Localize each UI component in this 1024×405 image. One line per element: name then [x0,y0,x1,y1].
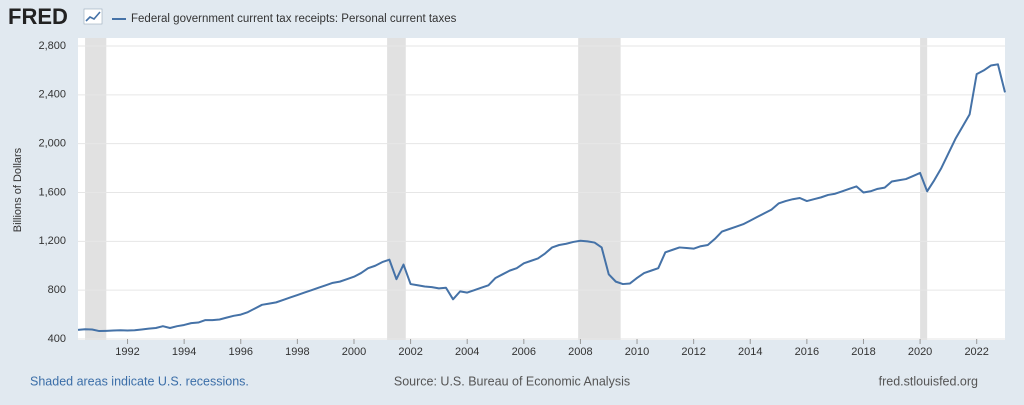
y-tick-label: 800 [48,284,66,296]
recession-band [85,38,107,340]
x-tick-label: 2004 [455,346,479,358]
y-tick-label: 1,600 [38,186,66,198]
x-tick-label: 2010 [625,346,649,358]
x-tick-label: 2018 [851,346,875,358]
x-tick-label: 1992 [115,346,139,358]
legend-label: Federal government current tax receipts:… [131,13,457,25]
x-tick-label: 2022 [964,346,988,358]
x-tick-label: 2014 [738,346,762,358]
y-tick-label: 2,400 [38,89,66,101]
footer-source: Source: U.S. Bureau of Economic Analysis [394,374,630,388]
footer-url: fred.stlouisfed.org [879,374,978,388]
x-tick-label: 2006 [512,346,536,358]
logo: FRED [8,4,68,29]
y-tick-label: 400 [48,333,66,345]
x-tick-label: 1998 [285,346,309,358]
x-tick-label: 2000 [342,346,366,358]
y-tick-label: 1,200 [38,235,66,247]
x-tick-label: 2016 [795,346,819,358]
x-tick-label: 2002 [398,346,422,358]
x-tick-label: 2012 [681,346,705,358]
x-tick-label: 1994 [172,346,196,358]
x-tick-label: 2020 [908,346,932,358]
y-axis-label: Billions of Dollars [12,147,24,232]
recession-band [920,38,928,340]
x-tick-label: 2008 [568,346,592,358]
series-line [77,63,1006,333]
y-tick-label: 2,800 [38,40,66,52]
recession-band [578,38,621,340]
x-tick-label: 1996 [229,346,253,358]
recession-band [387,38,406,340]
plot-area [78,38,1005,340]
footer-note: Shaded areas indicate U.S. recessions. [30,374,249,388]
logo-icon [83,8,103,25]
y-tick-label: 2,000 [38,138,66,150]
